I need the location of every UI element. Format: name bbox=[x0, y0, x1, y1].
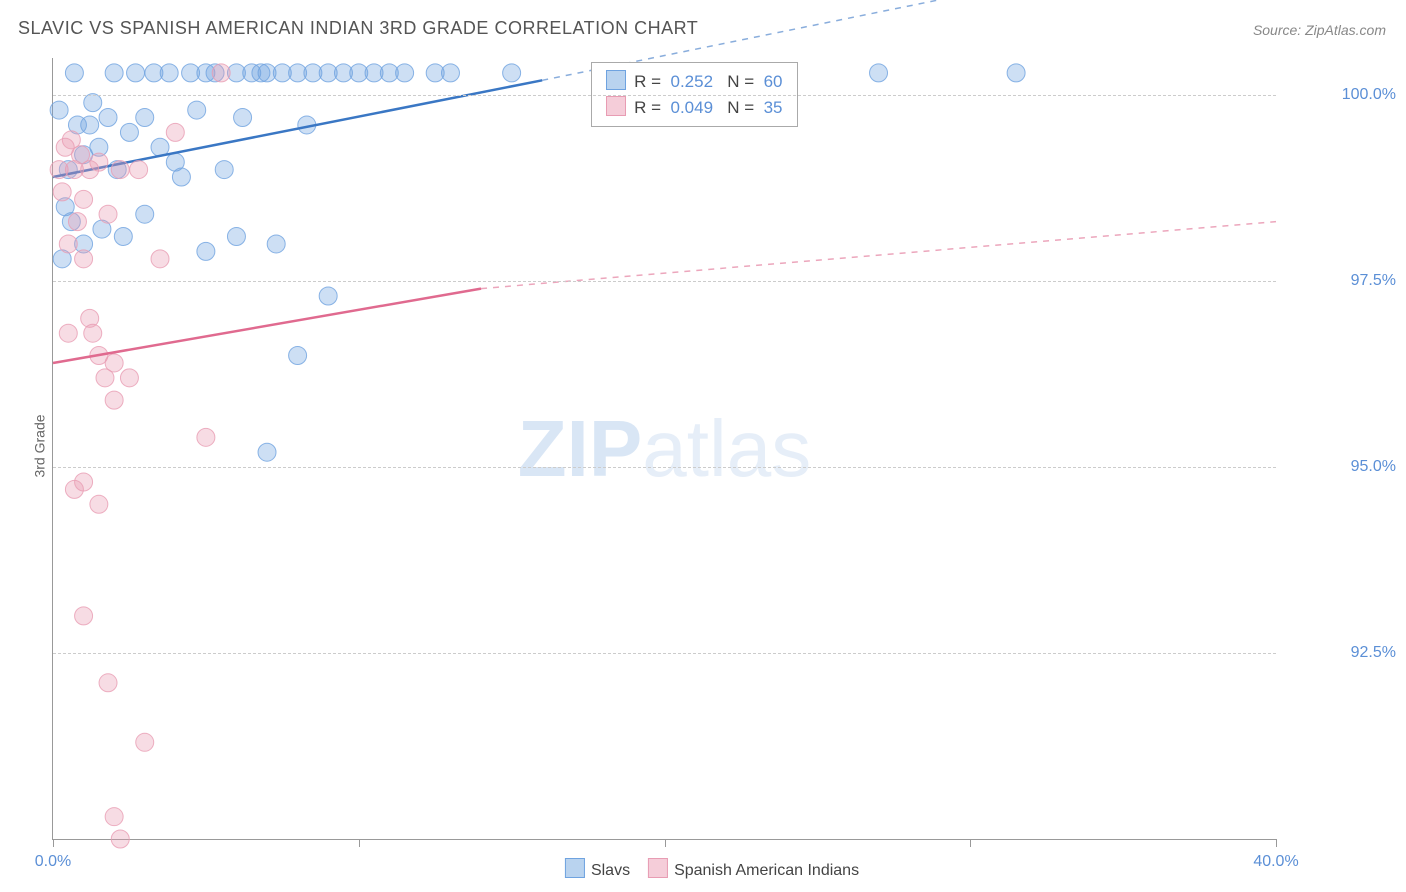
data-point bbox=[59, 235, 77, 253]
chart-title: SLAVIC VS SPANISH AMERICAN INDIAN 3RD GR… bbox=[18, 18, 698, 39]
data-point bbox=[75, 250, 93, 268]
data-point bbox=[59, 324, 77, 342]
data-point bbox=[503, 64, 521, 82]
data-point bbox=[105, 391, 123, 409]
data-point bbox=[53, 183, 71, 201]
data-point bbox=[151, 250, 169, 268]
data-point bbox=[75, 190, 93, 208]
data-point bbox=[234, 109, 252, 127]
data-point bbox=[166, 123, 184, 141]
data-point bbox=[172, 168, 190, 186]
scatter-svg bbox=[53, 58, 1276, 839]
x-tick bbox=[1276, 839, 1277, 847]
data-point bbox=[215, 161, 233, 179]
data-point bbox=[105, 808, 123, 826]
data-point bbox=[258, 443, 276, 461]
data-point bbox=[114, 228, 132, 246]
data-point bbox=[99, 109, 117, 127]
x-tick bbox=[359, 839, 360, 847]
data-point bbox=[120, 123, 138, 141]
data-point bbox=[188, 101, 206, 119]
legend-swatch bbox=[565, 858, 585, 878]
data-point bbox=[212, 64, 230, 82]
series-legend: Slavs Spanish American Indians bbox=[547, 858, 859, 880]
regression-extrapolation bbox=[481, 222, 1276, 289]
data-point bbox=[84, 94, 102, 112]
data-point bbox=[127, 64, 145, 82]
data-point bbox=[75, 607, 93, 625]
data-point bbox=[160, 64, 178, 82]
data-point bbox=[111, 161, 129, 179]
data-point bbox=[120, 369, 138, 387]
source-attribution: Source: ZipAtlas.com bbox=[1253, 22, 1386, 38]
data-point bbox=[75, 473, 93, 491]
data-point bbox=[197, 242, 215, 260]
data-point bbox=[870, 64, 888, 82]
data-point bbox=[396, 64, 414, 82]
y-tick-label: 92.5% bbox=[1286, 644, 1396, 662]
data-point bbox=[81, 116, 99, 134]
data-point bbox=[197, 428, 215, 446]
data-point bbox=[136, 733, 154, 751]
legend-row: R = 0.049 N = 35 bbox=[606, 95, 782, 121]
gridline bbox=[53, 467, 1276, 468]
data-point bbox=[90, 495, 108, 513]
legend-label: Slavs bbox=[591, 862, 630, 879]
legend-label: Spanish American Indians bbox=[674, 862, 859, 879]
y-axis-label: 3rd Grade bbox=[32, 414, 48, 477]
data-point bbox=[136, 205, 154, 223]
legend-swatch bbox=[648, 858, 668, 878]
regression-line bbox=[53, 289, 481, 363]
legend-row: R = 0.252 N = 60 bbox=[606, 69, 782, 95]
data-point bbox=[136, 109, 154, 127]
data-point bbox=[130, 161, 148, 179]
x-tick-label: 40.0% bbox=[1253, 853, 1298, 871]
y-tick-label: 97.5% bbox=[1286, 272, 1396, 290]
plot-area: ZIPatlas R = 0.252 N = 60R = 0.049 N = 3… bbox=[52, 58, 1276, 840]
data-point bbox=[90, 153, 108, 171]
x-tick-label: 0.0% bbox=[35, 853, 71, 871]
data-point bbox=[68, 213, 86, 231]
data-point bbox=[105, 64, 123, 82]
data-point bbox=[267, 235, 285, 253]
gridline bbox=[53, 281, 1276, 282]
data-point bbox=[111, 830, 129, 848]
data-point bbox=[81, 309, 99, 327]
data-point bbox=[105, 354, 123, 372]
data-point bbox=[99, 205, 117, 223]
y-tick-label: 95.0% bbox=[1286, 458, 1396, 476]
gridline bbox=[53, 653, 1276, 654]
data-point bbox=[289, 347, 307, 365]
data-point bbox=[1007, 64, 1025, 82]
x-tick bbox=[53, 839, 54, 847]
y-tick-label: 100.0% bbox=[1286, 86, 1396, 104]
x-tick bbox=[665, 839, 666, 847]
gridline bbox=[53, 95, 1276, 96]
data-point bbox=[65, 64, 83, 82]
data-point bbox=[99, 674, 117, 692]
x-tick bbox=[970, 839, 971, 847]
data-point bbox=[50, 101, 68, 119]
data-point bbox=[441, 64, 459, 82]
data-point bbox=[227, 228, 245, 246]
data-point bbox=[319, 287, 337, 305]
